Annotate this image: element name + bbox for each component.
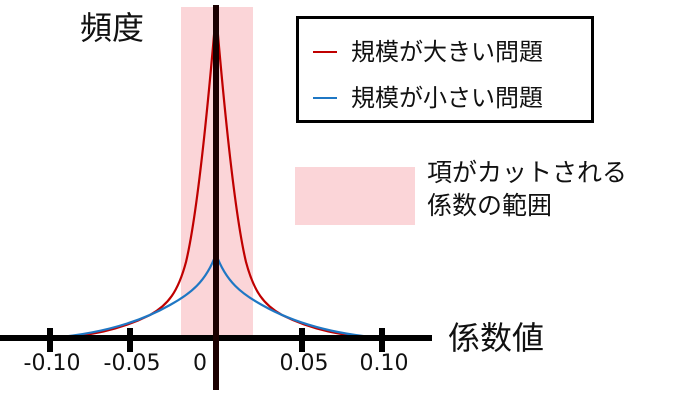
cut-range-label: 項がカットされる 係数の範囲 bbox=[427, 156, 627, 222]
legend: 規模が大きい問題 規模が小さい問題 bbox=[296, 16, 594, 123]
legend-item-large: 規模が大きい問題 bbox=[313, 37, 543, 67]
y-axis-label: 頻度 bbox=[80, 9, 145, 47]
tick-label-neg-0.10: -0.10 bbox=[23, 351, 81, 376]
legend-label-small: 規模が小さい問題 bbox=[351, 84, 543, 112]
legend-label-large: 規模が大きい問題 bbox=[351, 38, 543, 66]
x-axis-label: 係数値 bbox=[448, 319, 545, 357]
cut-range-label-line2: 係数の範囲 bbox=[427, 191, 553, 220]
legend-swatch-blue bbox=[313, 97, 337, 99]
x-ticks bbox=[47, 328, 385, 352]
tick-label-neg-0.05: -0.05 bbox=[103, 351, 161, 376]
cut-range-label-line1: 項がカットされる bbox=[427, 158, 628, 187]
tick-label-0.05: 0.05 bbox=[279, 351, 329, 376]
legend-item-small: 規模が小さい問題 bbox=[313, 83, 543, 113]
legend-swatch-red bbox=[313, 51, 337, 53]
tick-label-0.10: 0.10 bbox=[359, 351, 409, 376]
tick-label-0: 0 bbox=[193, 351, 207, 376]
cut-range-swatch bbox=[295, 167, 415, 225]
